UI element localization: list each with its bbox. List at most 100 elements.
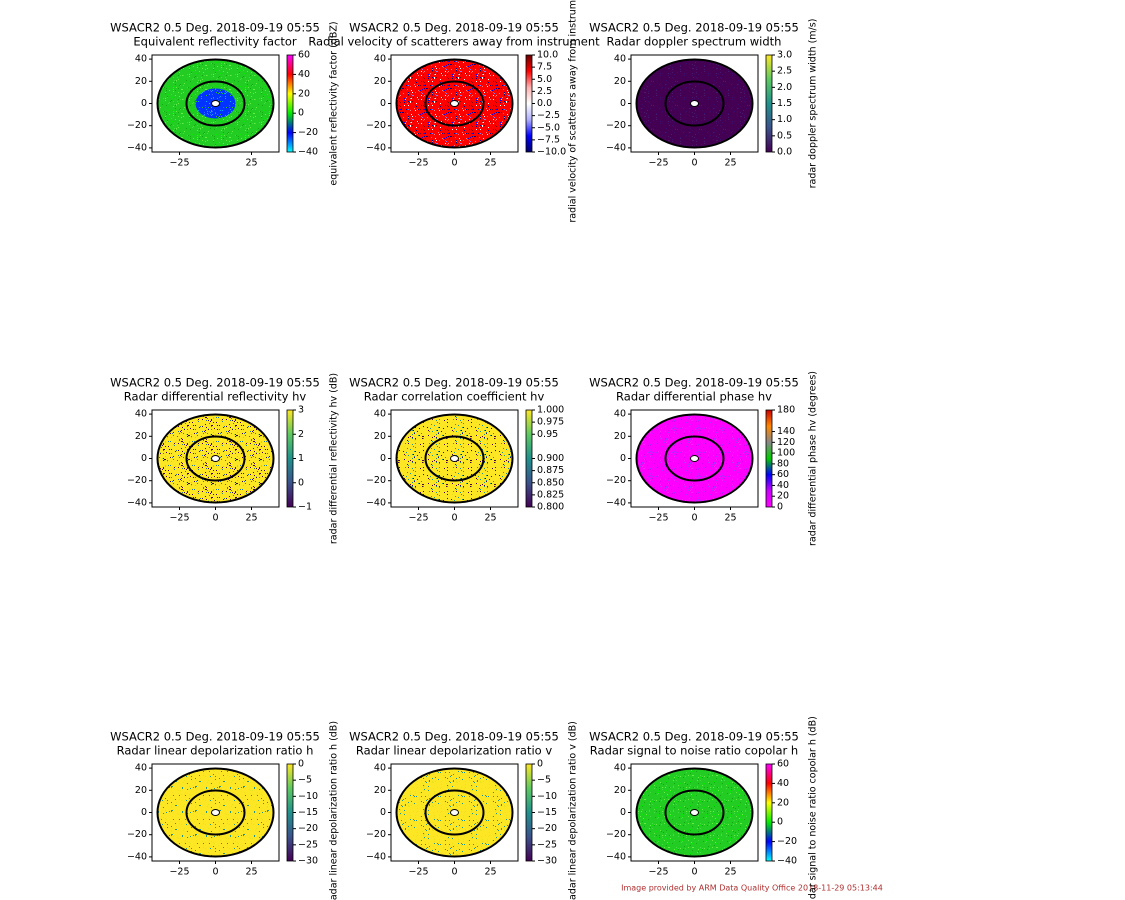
y-tick-label: 20	[374, 785, 386, 796]
plot-area	[156, 413, 275, 504]
x-tick-label: 25	[484, 867, 496, 878]
colorbar-tick-label: 60	[777, 469, 789, 480]
colorbar-tick-label: −40	[298, 147, 318, 158]
colorbar-tick-label: 3	[298, 405, 304, 416]
panel-subtitle: Radar signal to noise ratio copolar h	[590, 744, 798, 758]
panel-title: WSACR2 0.5 Deg. 2018-09-19 05:55	[349, 730, 559, 744]
y-tick-label: −20	[127, 829, 147, 840]
y-tick-label: −40	[127, 851, 147, 862]
colorbar-tick-label: −10	[537, 791, 557, 802]
colorbar-tick-label: −1	[298, 502, 312, 513]
colorbar-tick-label: −25	[537, 839, 557, 850]
center-spot	[450, 809, 459, 816]
colorbar	[765, 54, 773, 153]
center-spot	[211, 809, 220, 816]
y-tick-label: 40	[374, 409, 386, 420]
colorbar-tick-label: 180	[777, 405, 795, 416]
x-tick-label: 0	[691, 158, 697, 169]
colorbar-label: radar signal to noise ratio copolar h (d…	[808, 716, 819, 900]
panel-subtitle: Equivalent reflectivity factor	[133, 35, 296, 49]
colorbar-tick-label: 60	[298, 50, 310, 61]
colorbar-tick-label: 0	[777, 817, 783, 828]
y-tick-label: −20	[606, 120, 626, 131]
range-ring	[185, 435, 246, 482]
colorbar-tick-label: 3.0	[777, 50, 792, 61]
y-tick-label: 20	[614, 76, 626, 87]
panel-title: WSACR2 0.5 Deg. 2018-09-19 05:55	[110, 730, 320, 744]
colorbar-tick-label: 1	[298, 453, 304, 464]
panel-title: WSACR2 0.5 Deg. 2018-09-19 05:55	[589, 730, 799, 744]
range-ring	[424, 789, 485, 836]
x-tick-label: −25	[648, 867, 668, 878]
colorbar-tick-label: 0	[298, 108, 304, 119]
colorbar-label: radar differential reflectivity hv (dB)	[329, 373, 340, 544]
colorbar-tick-label: −25	[298, 839, 318, 850]
x-tick-label: −25	[169, 513, 189, 524]
y-tick-label: 40	[135, 763, 147, 774]
colorbar-tick-label: 40	[777, 778, 789, 789]
colorbar-tick-label: 20	[777, 491, 789, 502]
panel-subtitle: Radar differential phase hv	[616, 390, 772, 404]
x-tick-label: 0	[691, 513, 697, 524]
y-tick-label: −20	[606, 829, 626, 840]
x-tick-label: −25	[408, 867, 428, 878]
x-tick-label: 0	[691, 867, 697, 878]
x-tick-label: −25	[169, 158, 189, 169]
x-tick-label: 0	[451, 867, 457, 878]
colorbar-tick-label: −20	[298, 127, 318, 138]
range-ring	[185, 789, 246, 836]
colorbar-tick-label: −20	[777, 836, 797, 847]
y-tick-label: 0	[620, 98, 626, 109]
y-tick-label: 0	[380, 98, 386, 109]
center-spot	[450, 100, 459, 107]
plot-area	[395, 413, 514, 504]
colorbar-tick-label: 5.0	[537, 74, 552, 85]
x-tick-label: −25	[648, 158, 668, 169]
y-tick-label: 40	[374, 763, 386, 774]
colorbar-tick-label: −10	[298, 791, 318, 802]
colorbar-tick-label: 2.5	[777, 66, 792, 77]
center-spot	[211, 455, 220, 462]
colorbar-label: radar doppler spectrum width (m/s)	[808, 19, 819, 189]
colorbar-tick-label: 0.0	[777, 147, 792, 158]
x-tick-label: 0	[212, 867, 218, 878]
colorbar-tick-label: 0	[298, 477, 304, 488]
colorbar-tick-label: −5	[537, 775, 551, 786]
panel-title: WSACR2 0.5 Deg. 2018-09-19 05:55	[110, 21, 320, 35]
y-tick-label: −20	[606, 475, 626, 486]
colorbar-tick-label: −40	[777, 856, 797, 867]
range-ring	[664, 435, 725, 482]
colorbar	[286, 763, 294, 862]
x-tick-label: 25	[484, 158, 496, 169]
plot-area	[635, 767, 754, 858]
y-tick-label: 0	[141, 453, 147, 464]
colorbar-tick-label: 40	[777, 480, 789, 491]
colorbar-tick-label: −7.5	[537, 134, 560, 145]
y-tick-label: 0	[380, 807, 386, 818]
colorbar-tick-label: 2.5	[537, 86, 552, 97]
center-spot	[690, 809, 699, 816]
colorbar-tick-label: −5.0	[537, 122, 560, 133]
y-tick-label: −20	[366, 475, 386, 486]
panel-title: WSACR2 0.5 Deg. 2018-09-19 05:55	[110, 376, 320, 390]
colorbar-tick-label: 100	[777, 448, 795, 459]
y-tick-label: −40	[366, 851, 386, 862]
colorbar-tick-label: 10.0	[537, 50, 558, 61]
y-tick-label: −40	[606, 142, 626, 153]
colorbar-tick-label: 2.0	[777, 82, 792, 93]
range-ring	[185, 80, 246, 127]
y-tick-label: −40	[366, 497, 386, 508]
panel-subtitle: Radar linear depolarization ratio v	[356, 744, 553, 758]
colorbar-tick-label: 140	[777, 426, 795, 437]
x-tick-label: −25	[169, 867, 189, 878]
panel-subtitle: Radar linear depolarization ratio h	[117, 744, 314, 758]
y-tick-label: −20	[366, 829, 386, 840]
y-tick-label: −20	[366, 120, 386, 131]
x-tick-label: 25	[245, 158, 257, 169]
colorbar-tick-label: 0	[777, 502, 783, 513]
colorbar-tick-label: 7.5	[537, 62, 552, 73]
